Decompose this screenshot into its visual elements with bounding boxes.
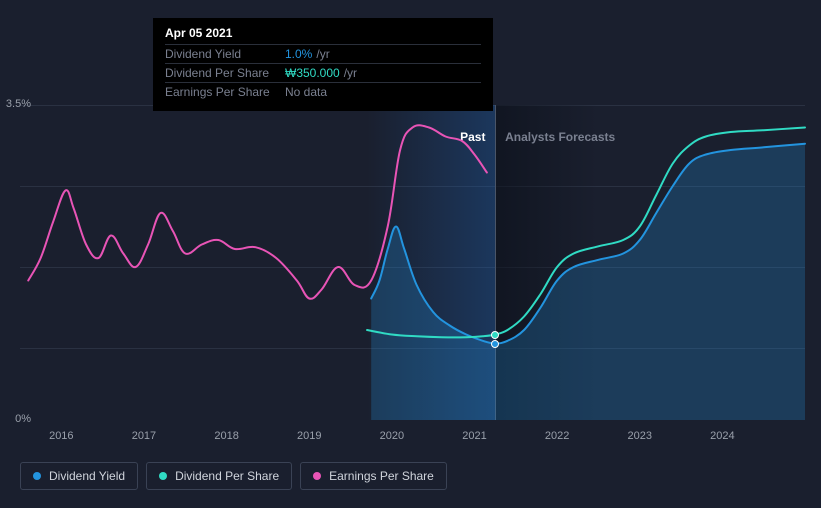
tooltip-row-value: No data (285, 85, 327, 99)
hover-marker (491, 340, 499, 348)
earnings_per_share-line (28, 125, 487, 299)
legend-label: Dividend Per Share (175, 469, 279, 483)
legend-dot-icon (159, 472, 167, 480)
tooltip-row: Dividend Per Share₩350.000/yr (165, 63, 481, 82)
legend-item[interactable]: Earnings Per Share (300, 462, 447, 490)
tooltip-row-suffix: /yr (344, 66, 357, 80)
tooltip-row-value: 1.0% (285, 47, 312, 61)
x-axis-tick: 2017 (132, 430, 156, 442)
x-axis-tick: 2024 (710, 430, 734, 442)
tooltip-row-value: ₩350.000 (285, 66, 340, 80)
tooltip-row-label: Earnings Per Share (165, 85, 285, 99)
legend-item[interactable]: Dividend Per Share (146, 462, 292, 490)
legend-label: Dividend Yield (49, 469, 125, 483)
legend-dot-icon (313, 472, 321, 480)
x-axis-tick: 2023 (627, 430, 651, 442)
tooltip-row: Dividend Yield1.0% /yr (165, 44, 481, 63)
tooltip-row-label: Dividend Per Share (165, 66, 285, 80)
legend-label: Earnings Per Share (329, 469, 434, 483)
chart-legend: Dividend Yield Dividend Per Share Earnings… (20, 462, 447, 490)
dividend_yield-area (371, 144, 805, 420)
tooltip-date: Apr 05 2021 (165, 26, 481, 44)
legend-dot-icon (33, 472, 41, 480)
tooltip-row: Earnings Per ShareNo data (165, 82, 481, 101)
chart-plot-area[interactable]: Past Analysts Forecasts (20, 105, 805, 420)
chart-tooltip: Apr 05 2021 Dividend Yield1.0%/yrDividen… (153, 18, 493, 111)
x-axis-tick: 2018 (214, 430, 238, 442)
hover-marker (491, 331, 499, 339)
x-axis-tick: 2022 (545, 430, 569, 442)
y-axis-max-label: 3.5% (6, 98, 31, 110)
tooltip-row-label: Dividend Yield (165, 47, 285, 61)
x-axis-tick: 2016 (49, 430, 73, 442)
x-axis-tick: 2021 (462, 430, 486, 442)
y-axis-min-label: 0% (15, 413, 31, 425)
chart-lines (20, 105, 805, 420)
x-axis: 2016 2017 2018 2019 2020 2021 2022 2023 2024 (20, 430, 805, 450)
legend-item[interactable]: Dividend Yield (20, 462, 138, 490)
tooltip-row-suffix: /yr (316, 47, 329, 61)
x-axis-tick: 2020 (380, 430, 404, 442)
x-axis-tick: 2019 (297, 430, 321, 442)
